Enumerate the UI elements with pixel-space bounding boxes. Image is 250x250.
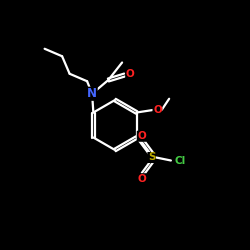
Text: Cl: Cl xyxy=(175,156,186,166)
Text: O: O xyxy=(137,131,146,141)
Text: S: S xyxy=(148,152,156,162)
Text: N: N xyxy=(87,87,97,100)
Text: O: O xyxy=(153,105,162,115)
Text: O: O xyxy=(137,174,146,184)
Text: O: O xyxy=(126,69,134,79)
